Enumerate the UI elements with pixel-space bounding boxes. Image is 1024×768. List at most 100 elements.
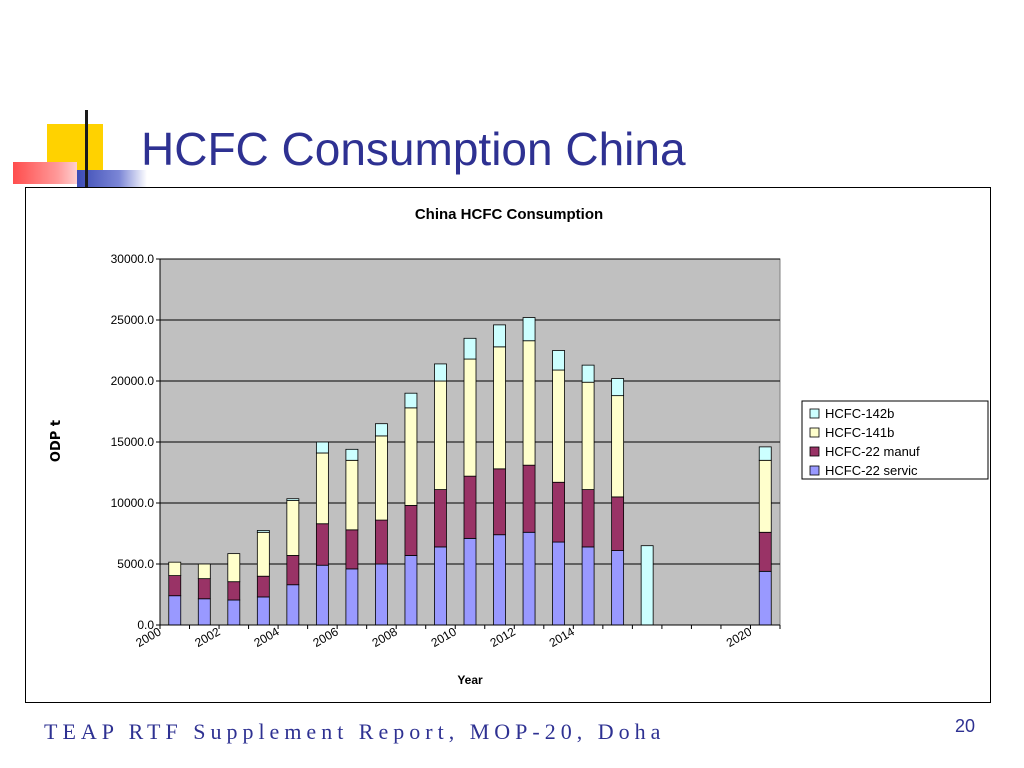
bar-segment (463, 337, 477, 360)
legend-swatch (809, 446, 820, 457)
bar-segment (493, 324, 506, 348)
bar-segment (434, 546, 447, 626)
bar-segment (552, 350, 565, 371)
x-tick-label: 2010 (429, 624, 459, 650)
x-tick-label: 2020 (724, 624, 754, 650)
bar-segment (345, 448, 359, 461)
bar-segment (611, 550, 625, 626)
slide-footer: TEAP RTF Supplement Report, MOP-20, Doha (44, 719, 666, 744)
bar-segment (315, 452, 329, 525)
bar-segment (345, 529, 359, 570)
y-tick-label: 0.0 (137, 618, 154, 632)
bar-segment (315, 564, 329, 626)
y-axis-label: ODP t (49, 420, 64, 462)
bar-segment (434, 363, 447, 382)
y-tick-label: 30000.0 (111, 252, 155, 266)
bar-segment (522, 464, 536, 533)
legend-label: HCFC-22 servic (825, 463, 918, 478)
x-tick-label: 2004 (251, 624, 281, 650)
y-tick-label: 5000.0 (117, 557, 154, 571)
bar-segment (168, 575, 182, 597)
legend-label: HCFC-141b (825, 425, 894, 440)
bar-segment (197, 578, 211, 600)
bar-segment (227, 581, 241, 601)
bar-segment (375, 519, 388, 565)
title-decoration-blue-bar (77, 170, 147, 188)
bar-segment (345, 459, 359, 531)
bar-segment (256, 596, 270, 626)
y-axis: 0.0 5000.0 10000.0 15000.0 20000.0 25000.0 300… (111, 252, 161, 632)
y-tick-label: 10000.0 (111, 496, 155, 510)
bar-segment (611, 496, 625, 551)
slide-title: HCFC Consumption China (141, 123, 686, 175)
bar-segment (758, 459, 772, 533)
bar-segment (168, 561, 182, 576)
bar-segment (581, 489, 595, 548)
bar-segment (640, 545, 654, 626)
bar-segment (227, 599, 241, 626)
bar-segment (758, 446, 772, 461)
legend-swatch (809, 427, 820, 438)
legend-swatch (809, 465, 820, 476)
bar-segment (315, 523, 329, 566)
bar-segment (345, 568, 359, 626)
bar-segment (227, 553, 241, 583)
legend-swatch (809, 408, 820, 419)
bar-segment (463, 475, 477, 539)
bar-segment (197, 598, 211, 626)
bar-segment (315, 441, 329, 454)
legend-box (801, 400, 989, 480)
bar-segment (404, 392, 418, 409)
chart-svg: China HCFC Consumption 0.0 5000.0 10000.0 1… (49, 206, 989, 687)
bar-segment (611, 378, 625, 397)
bar-segment (552, 541, 565, 626)
bar-segment (522, 317, 536, 342)
title-decoration-vertical-line (85, 110, 88, 190)
bar-segment (404, 555, 418, 626)
bar-segment (581, 364, 595, 383)
x-tick-label: 2008 (370, 624, 400, 650)
bar-segment (493, 346, 506, 470)
y-tick-label: 20000.0 (111, 374, 155, 388)
bar-segment (522, 531, 536, 626)
title-decoration-red-bar (13, 162, 77, 184)
bar-segment (493, 468, 506, 536)
bar-segment (256, 530, 270, 533)
bar-segment (375, 435, 388, 521)
bar-segment (375, 563, 388, 626)
bar-segment (434, 380, 447, 490)
chart-frame: China HCFC Consumption 0.0 5000.0 10000.0 1… (25, 187, 991, 703)
y-tick-label: 25000.0 (111, 313, 155, 327)
bar-segment (286, 555, 300, 586)
bar-segment (758, 531, 772, 572)
bar-segment (581, 546, 595, 626)
page-number: 20 (955, 716, 976, 736)
legend-label: HCFC-142b (825, 406, 894, 421)
x-tick-label: 2012 (488, 624, 518, 650)
bar-segment (197, 563, 211, 580)
x-axis: 2000 2002 2004 2006 2008 2010 2012 2014 2020 (133, 624, 781, 650)
legend: HCFC-142b HCFC-141b HCFC-22 manuf HCFC-22 s… (801, 400, 989, 480)
bar-segment (286, 498, 300, 501)
bar-segment (611, 395, 625, 498)
bar-segment (434, 489, 447, 548)
bar-segment (256, 575, 270, 598)
x-tick-label: 2006 (311, 624, 341, 650)
bar-segment (463, 358, 477, 477)
bar-segment (552, 369, 565, 483)
bar-segment (286, 500, 300, 556)
bar-segment (256, 531, 270, 577)
bar-segment (404, 407, 418, 506)
bar-segment (493, 534, 506, 626)
bar-segment (463, 537, 477, 626)
legend-label: HCFC-22 manuf (825, 444, 920, 459)
bar-segment (581, 381, 595, 490)
bars-group (168, 317, 772, 626)
bar-segment (522, 340, 536, 466)
bar-segment (168, 595, 182, 626)
bar-segment (552, 481, 565, 543)
bar-segment (286, 584, 300, 626)
bar-segment (375, 423, 388, 437)
bar-segment (758, 570, 772, 626)
x-tick-label: 2014 (547, 624, 577, 650)
